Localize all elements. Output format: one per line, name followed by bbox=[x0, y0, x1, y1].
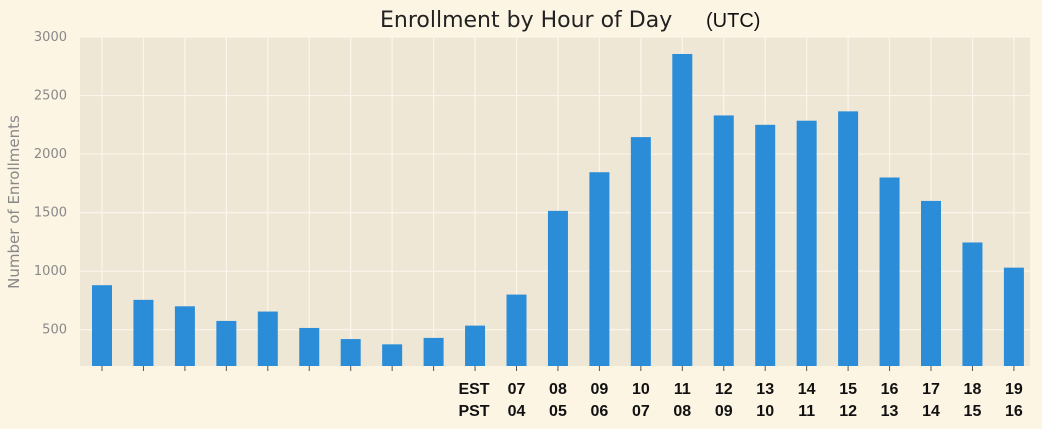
x-tick-label-pst: 13 bbox=[881, 403, 899, 420]
bar bbox=[589, 172, 610, 366]
x-tick-label-est: 16 bbox=[881, 381, 899, 398]
bar bbox=[299, 327, 320, 366]
x-tick-label-est: 07 bbox=[508, 381, 526, 398]
chart-subtitle: (UTC) bbox=[706, 10, 760, 32]
x-tick-label-pst: 08 bbox=[673, 403, 691, 420]
x-tick-label-pst: 11 bbox=[798, 403, 815, 420]
x-tick-label-est: 08 bbox=[549, 381, 567, 398]
bar bbox=[92, 285, 112, 366]
x-tick-label-pst: 07 bbox=[632, 403, 650, 420]
x-tick-label-est: 19 bbox=[1005, 381, 1023, 398]
x-tick-label-pst: 05 bbox=[549, 403, 567, 420]
bar bbox=[506, 294, 527, 366]
x-tick-label-pst: 06 bbox=[591, 403, 609, 420]
bar bbox=[713, 115, 734, 366]
x-tick-label-est: 10 bbox=[632, 381, 650, 398]
x-tick-label-est: 14 bbox=[798, 381, 816, 398]
bar bbox=[340, 339, 361, 366]
bar bbox=[257, 311, 278, 366]
y-tick-label: 2500 bbox=[34, 89, 67, 104]
x-tick-label-est: 13 bbox=[756, 381, 774, 398]
bar bbox=[423, 337, 444, 366]
bar bbox=[1003, 267, 1024, 366]
x-tick-label-pst: 15 bbox=[964, 403, 982, 420]
x-tick-label-pst: 10 bbox=[756, 403, 774, 420]
bar bbox=[630, 137, 651, 366]
chart-title: Enrollment by Hour of Day bbox=[380, 8, 672, 33]
bars bbox=[92, 53, 1024, 366]
y-axis-label: Number of Enrollments bbox=[5, 115, 23, 289]
x-tick-label-pst: 16 bbox=[1005, 403, 1023, 420]
bar bbox=[755, 124, 776, 366]
bar bbox=[174, 306, 195, 366]
y-tick-label: 1500 bbox=[34, 206, 67, 221]
bar bbox=[133, 299, 154, 366]
bar bbox=[879, 177, 900, 366]
bar bbox=[547, 210, 568, 366]
bar bbox=[465, 325, 486, 366]
bar bbox=[796, 120, 817, 366]
bar bbox=[838, 111, 859, 366]
x-tick-label-est: 12 bbox=[715, 381, 733, 398]
x-tick-label-pst: 04 bbox=[508, 403, 526, 420]
y-tick-label: 500 bbox=[42, 323, 67, 338]
bar bbox=[962, 242, 983, 366]
y-tick-label: 2000 bbox=[34, 147, 67, 162]
x-tick-label-est: 09 bbox=[591, 381, 609, 398]
pst-row-label: PST bbox=[458, 403, 489, 420]
x-tick-label-est: 17 bbox=[922, 381, 940, 398]
bar bbox=[921, 200, 941, 366]
bar bbox=[672, 53, 693, 366]
bar bbox=[216, 320, 237, 366]
y-tick-label: 1000 bbox=[34, 264, 67, 279]
est-row-label: EST bbox=[458, 381, 489, 398]
y-tick-label: 3000 bbox=[34, 30, 67, 45]
x-tick-label-pst: 14 bbox=[922, 403, 940, 420]
x-tick-label-est: 15 bbox=[839, 381, 857, 398]
bar bbox=[382, 344, 403, 366]
x-tick-label-est: 11 bbox=[674, 381, 691, 398]
x-tick-label-pst: 12 bbox=[839, 403, 857, 420]
axes: 500 1000 1500 2000 2500 3000 07 04 08 05 09 06 10 07 1… bbox=[34, 30, 1023, 420]
x-tick-label-pst: 09 bbox=[715, 403, 733, 420]
x-tick-label-est: 18 bbox=[964, 381, 982, 398]
